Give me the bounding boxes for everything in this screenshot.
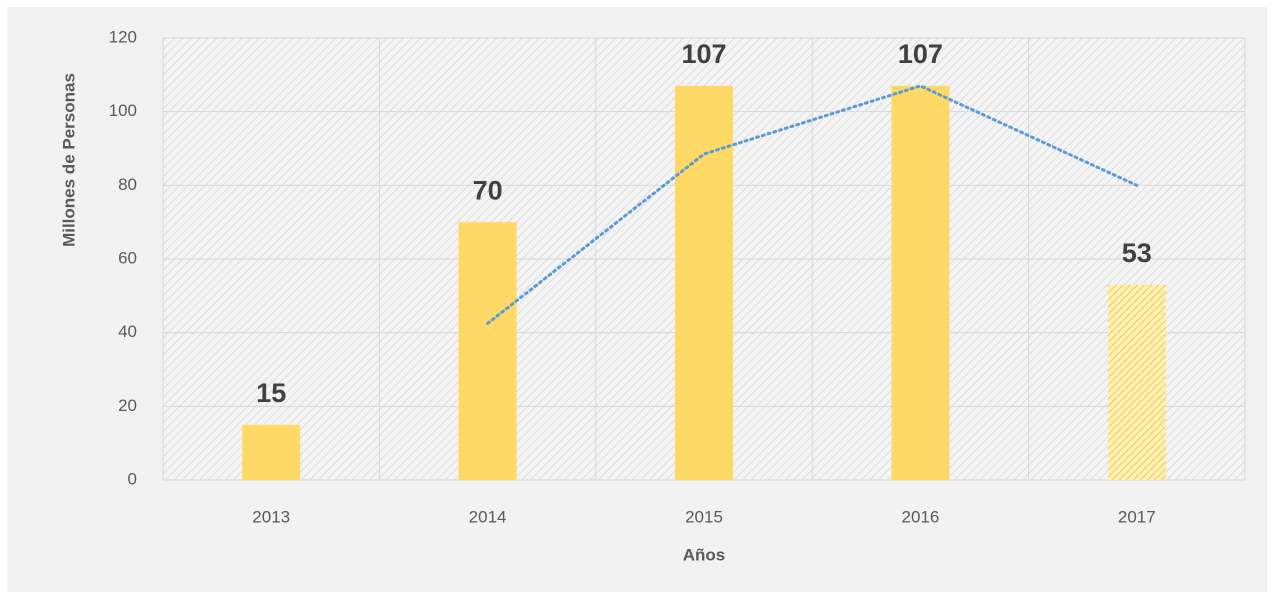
data-label: 53: [1122, 238, 1152, 268]
x-tick-label: 2016: [901, 507, 939, 526]
bar: [891, 85, 950, 480]
bar: [675, 85, 733, 480]
bar: [242, 424, 301, 480]
data-label: 107: [681, 39, 726, 69]
y-tick-label: 20: [118, 396, 137, 415]
data-label: 70: [473, 175, 503, 205]
x-tick-label: 2017: [1118, 507, 1156, 526]
x-axis-title: Años: [683, 545, 726, 564]
y-axis-title: Millones de Personas: [59, 73, 78, 247]
x-tick-label: 2014: [469, 507, 507, 526]
bar: [458, 222, 517, 480]
y-tick-label: 80: [118, 175, 137, 194]
y-tick-label: 40: [118, 322, 137, 341]
data-label: 107: [898, 39, 943, 69]
x-tick-label: 2013: [252, 507, 290, 526]
x-tick-label: 2015: [685, 507, 723, 526]
bar: [1107, 284, 1166, 480]
y-tick-label: 100: [109, 101, 137, 120]
trendline: [486, 84, 1139, 325]
y-tick-label: 120: [109, 27, 137, 46]
y-tick-label: 0: [128, 469, 137, 488]
data-label: 15: [256, 378, 286, 408]
y-tick-label: 60: [118, 248, 137, 267]
